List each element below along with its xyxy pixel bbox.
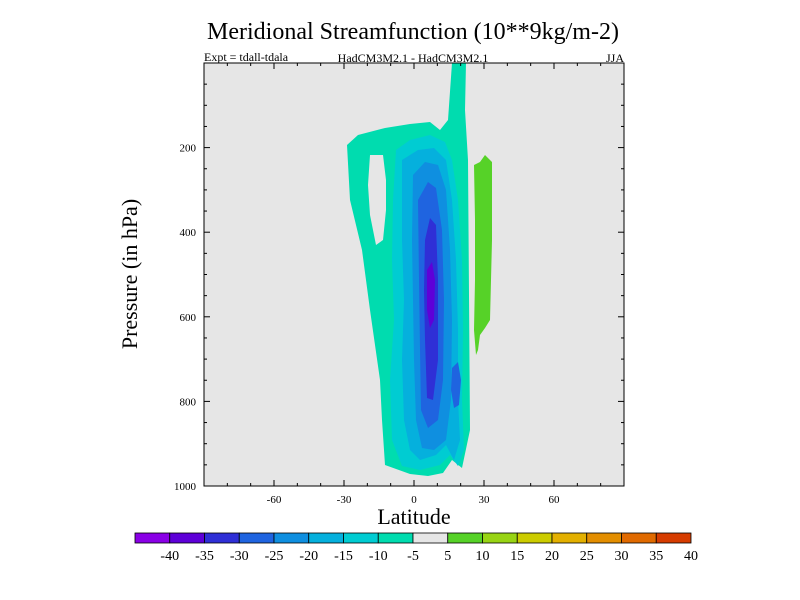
colorbar-swatch [273,532,310,544]
colorbar-label: 15 [510,549,524,564]
colorbar-swatch [447,532,483,544]
contour-region-minus30-lower [451,362,461,408]
colorbar-swatch [482,532,518,544]
chart-title: Meridional Streamfunction (10**9kg/m-2) [207,19,619,45]
colorbar-label: 20 [545,549,559,564]
colorbar-label: -25 [265,549,284,564]
y-tick-label: 400 [180,227,197,239]
colorbar-swatch [412,532,449,544]
colorbar-swatch [238,532,275,544]
contour-region-minus40 [427,262,435,328]
colorbar-label: -15 [334,549,353,564]
colorbar-swatch [516,532,553,544]
x-tick-label: 30 [479,494,491,506]
colorbar-swatch [655,532,692,544]
colorbar-label: -10 [369,549,388,564]
colorbar-swatch [308,532,344,544]
colorbar-swatch [169,532,205,544]
colorbar-label: -5 [407,549,419,564]
y-tick-label: 200 [180,143,197,155]
colorbar-swatch [377,532,414,544]
colorbar-swatch [621,532,657,544]
colorbar-label: -30 [230,549,249,564]
colorbar-swatch [551,532,588,544]
season-label: JJA [606,51,624,65]
y-tick-label: 1000 [174,481,197,493]
y-axis-title: Pressure (in hPa) [117,199,142,349]
x-tick-label: -60 [267,494,282,506]
colorbar-label: 35 [649,549,663,564]
colorbar-label: -35 [195,549,214,564]
y-tick-label: 600 [180,312,197,324]
x-tick-label: 0 [411,494,417,506]
colorbar-swatch [204,532,240,544]
colorbar-swatch [134,532,171,544]
x-tick-label: 60 [549,494,561,506]
experiment-label: Expt = tdall-tdala [204,50,289,64]
y-tick-label: 800 [180,396,197,408]
x-axis-title: Latitude [377,504,450,529]
colorbar-label: -40 [160,549,179,564]
colorbar-label: 10 [476,549,490,564]
x-tick-label: -30 [337,494,352,506]
colorbar-label: 40 [684,549,698,564]
colorbar-swatch [343,532,379,544]
contour-region-plus5 [474,155,492,355]
colorbar-label: -20 [299,549,318,564]
x-axis: -60 -30 0 30 60 [226,63,602,506]
colorbar-label: 5 [444,549,451,564]
colorbar: -40 -35 -30 -25 -20 -15 -10 -5 5 10 15 20 25 30 35 40 [134,532,698,564]
y-axis: 200 400 600 800 1000 [174,83,624,493]
colorbar-label: 30 [615,549,629,564]
colorbar-swatch [586,532,622,544]
contour-fill-group [347,63,492,476]
model-label: HadCM3M2.1 - HadCM3M2.1 [338,51,489,65]
colorbar-label: 25 [580,549,594,564]
